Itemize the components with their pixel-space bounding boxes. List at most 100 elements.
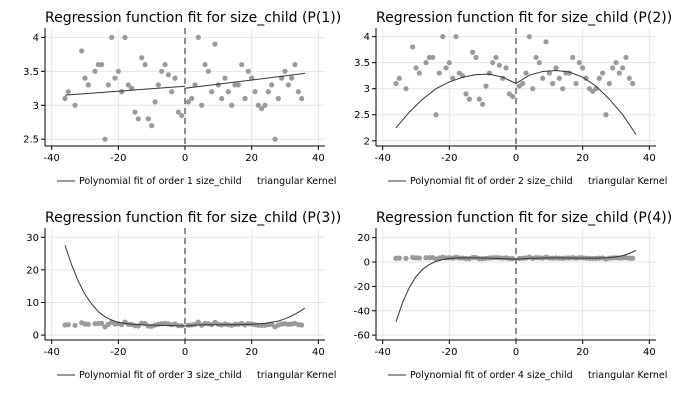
x-tick-label: 40 xyxy=(312,347,325,358)
data-point xyxy=(453,34,459,40)
data-point xyxy=(446,60,452,66)
data-point xyxy=(610,65,616,71)
data-point xyxy=(132,109,138,115)
data-point xyxy=(573,80,579,87)
data-point xyxy=(269,82,275,88)
data-point xyxy=(433,112,439,118)
data-point xyxy=(626,75,632,81)
y-tick-label: 4 xyxy=(33,33,39,44)
data-point xyxy=(242,95,248,102)
y-tick-label: 0 xyxy=(364,258,370,269)
data-point xyxy=(202,61,208,68)
data-point xyxy=(102,136,108,142)
data-point xyxy=(99,320,105,326)
data-point xyxy=(195,319,201,325)
chart-title: Regression function fit for size_child (… xyxy=(45,210,341,226)
data-point xyxy=(159,68,165,74)
data-point xyxy=(490,60,496,66)
data-point xyxy=(580,65,586,71)
data-point xyxy=(72,102,78,108)
fit-line-segment xyxy=(395,257,517,322)
chart-panel-1: Regression function fit for size_child (… xyxy=(23,10,341,187)
data-point xyxy=(463,91,469,97)
y-tick-label: 2.5 xyxy=(23,135,39,146)
data-point xyxy=(410,44,416,50)
x-tick-label: -40 xyxy=(374,347,390,358)
y-tick-label: 0 xyxy=(33,331,39,342)
x-tick-label: 0 xyxy=(513,153,519,164)
data-point xyxy=(523,70,529,76)
data-point xyxy=(209,89,215,95)
data-point xyxy=(212,41,218,47)
data-point xyxy=(556,75,562,81)
data-point xyxy=(292,61,298,68)
data-point xyxy=(149,123,155,129)
data-point xyxy=(282,68,288,74)
y-tick-label: 4 xyxy=(364,32,370,43)
x-tick-label: -20 xyxy=(110,153,126,164)
x-tick-label: -40 xyxy=(43,153,59,164)
data-point xyxy=(165,72,171,78)
x-tick-label: 0 xyxy=(182,347,188,358)
data-point xyxy=(215,82,221,88)
y-tick-label: 10 xyxy=(26,298,39,309)
data-point xyxy=(162,61,168,68)
data-point xyxy=(403,255,409,261)
data-point xyxy=(436,70,442,76)
data-point xyxy=(620,65,626,71)
data-point xyxy=(413,65,419,71)
scatter-series xyxy=(62,34,305,142)
data-point xyxy=(179,112,185,119)
legend: Polynomial fit of order 4 size_child tria… xyxy=(388,370,667,381)
fit-line-segment xyxy=(395,73,517,129)
x-tick-label: 20 xyxy=(576,153,589,164)
data-point xyxy=(560,86,566,92)
y-tick-label: 3.5 xyxy=(23,67,39,78)
x-tick-label: 20 xyxy=(245,347,258,358)
data-point xyxy=(152,99,158,105)
data-point xyxy=(480,101,486,107)
data-point xyxy=(265,89,271,95)
data-point xyxy=(65,322,71,328)
data-point xyxy=(493,54,499,61)
legend: Polynomial fit of order 1 size_child tria… xyxy=(57,176,336,187)
data-point xyxy=(600,70,606,76)
data-point xyxy=(225,89,231,95)
data-point xyxy=(62,95,68,102)
data-point xyxy=(229,102,235,108)
data-point xyxy=(82,75,88,81)
fit-line-segment xyxy=(184,307,306,327)
data-point xyxy=(175,109,181,115)
x-tick-label: 20 xyxy=(245,153,258,164)
legend-line-label: Polynomial fit of order 1 size_child xyxy=(79,176,242,187)
data-point xyxy=(119,89,125,95)
data-point xyxy=(476,96,482,102)
data-point xyxy=(299,95,305,102)
legend-kernel-label: triangular Kernel xyxy=(588,176,667,187)
data-point xyxy=(142,61,148,68)
y-tick-label: 2 xyxy=(364,136,370,147)
data-point xyxy=(252,89,258,95)
data-point xyxy=(526,34,532,40)
chart-title: Regression function fit for size_child (… xyxy=(45,10,341,26)
data-point xyxy=(440,34,446,40)
fit-line-segment xyxy=(184,72,306,89)
gridlines xyxy=(45,228,325,340)
data-point xyxy=(275,95,281,102)
data-point xyxy=(105,82,111,88)
x-tick-label: -40 xyxy=(374,153,390,164)
x-tick-label: 20 xyxy=(576,347,589,358)
x-tick-label: 0 xyxy=(182,153,188,164)
data-point xyxy=(205,68,211,74)
data-point xyxy=(85,82,91,88)
data-point xyxy=(262,102,268,108)
data-point xyxy=(199,102,205,108)
data-point xyxy=(503,65,509,71)
data-point xyxy=(172,75,178,81)
data-point xyxy=(430,54,436,61)
data-point xyxy=(520,80,526,87)
data-point xyxy=(533,54,539,61)
fit-line-segment xyxy=(515,69,637,135)
data-point xyxy=(239,61,245,68)
